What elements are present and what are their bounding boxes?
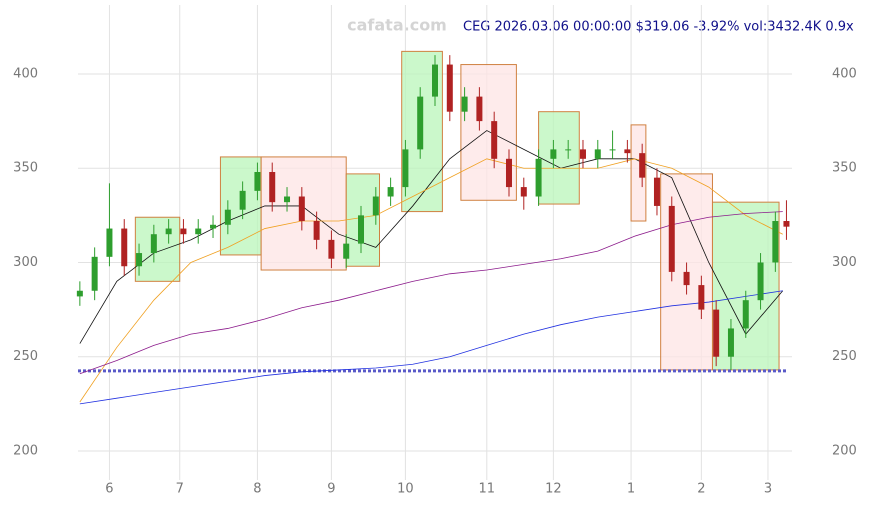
moving-average — [79, 211, 783, 375]
candle-body — [195, 228, 202, 235]
candle-body — [387, 187, 394, 197]
candle-body — [91, 256, 98, 291]
range-box — [711, 201, 780, 371]
candle-body — [358, 215, 365, 244]
candle-body — [254, 172, 261, 191]
x-tick-label: 12 — [545, 482, 562, 497]
candle-body — [372, 196, 379, 216]
candle-body — [727, 328, 734, 357]
y-tick-label-right: 200 — [832, 443, 857, 458]
x-tick-label: 7 — [176, 482, 184, 497]
candle-body — [180, 228, 187, 235]
candle-body — [210, 224, 217, 229]
moving-average — [79, 158, 783, 403]
x-tick-label: 3 — [764, 482, 772, 497]
range-box — [538, 111, 580, 205]
y-tick-label: 200 — [13, 443, 38, 458]
candle-body — [136, 253, 143, 267]
candle-body — [772, 221, 779, 263]
candle-body — [269, 172, 276, 203]
candle-body — [505, 158, 512, 188]
candle-body — [742, 300, 749, 329]
candle-body — [476, 96, 483, 122]
x-tick-label: 8 — [253, 482, 261, 497]
candle-body — [683, 271, 690, 286]
x-tick-label: 2 — [697, 482, 705, 497]
candle-body — [417, 96, 424, 150]
candle-body — [224, 209, 231, 225]
x-tick-label: 10 — [397, 482, 414, 497]
range-box — [134, 216, 181, 282]
candle-body — [639, 153, 646, 178]
y-tick-label-right: 350 — [832, 161, 857, 176]
candle-body — [535, 158, 542, 197]
x-tick-label: 6 — [105, 482, 113, 497]
candle-body — [76, 290, 83, 297]
candle-body — [402, 149, 409, 188]
candle-body — [698, 285, 705, 310]
candle-body — [343, 243, 350, 259]
y-tick-label: 350 — [13, 161, 38, 176]
candle-body — [609, 149, 616, 151]
candle-body — [446, 64, 453, 112]
candle-body — [461, 96, 468, 112]
watermark: cafata.com — [347, 16, 447, 35]
candle-body — [491, 121, 498, 159]
x-tick-label: 11 — [479, 482, 496, 497]
candle-body — [313, 221, 320, 240]
candle-body — [594, 149, 601, 159]
x-tick-label: 9 — [327, 482, 335, 497]
candle-body — [239, 190, 246, 210]
candle-body — [653, 177, 660, 206]
y-tick-label-right: 250 — [832, 349, 857, 364]
candle-body — [565, 149, 572, 151]
y-tick-label: 250 — [13, 349, 38, 364]
y-tick-label: 400 — [13, 66, 38, 81]
candle-body — [284, 196, 291, 203]
candle-body — [150, 234, 157, 254]
x-tick-label: 1 — [627, 482, 635, 497]
candle-body — [550, 149, 557, 159]
candle-body — [106, 228, 113, 257]
candle-body — [298, 196, 305, 222]
y-tick-label-right: 400 — [832, 66, 857, 81]
chart-title: CEG 2026.03.06 00:00:00 $319.06 -3.92% v… — [463, 20, 854, 35]
candle-body — [713, 309, 720, 357]
candle-body — [624, 149, 631, 154]
candle-body — [432, 64, 438, 97]
moving-average — [79, 290, 783, 405]
candle-body — [579, 149, 586, 159]
candle-body — [328, 239, 335, 259]
candle-body — [783, 221, 790, 227]
y-tick-label: 300 — [13, 255, 38, 270]
candle-body — [165, 228, 172, 235]
candle-body — [668, 205, 675, 272]
moving-average — [79, 130, 784, 344]
candle-body — [520, 187, 527, 197]
y-tick-label-right: 300 — [832, 255, 857, 270]
candle-body — [757, 262, 764, 301]
candle-body — [121, 228, 128, 267]
